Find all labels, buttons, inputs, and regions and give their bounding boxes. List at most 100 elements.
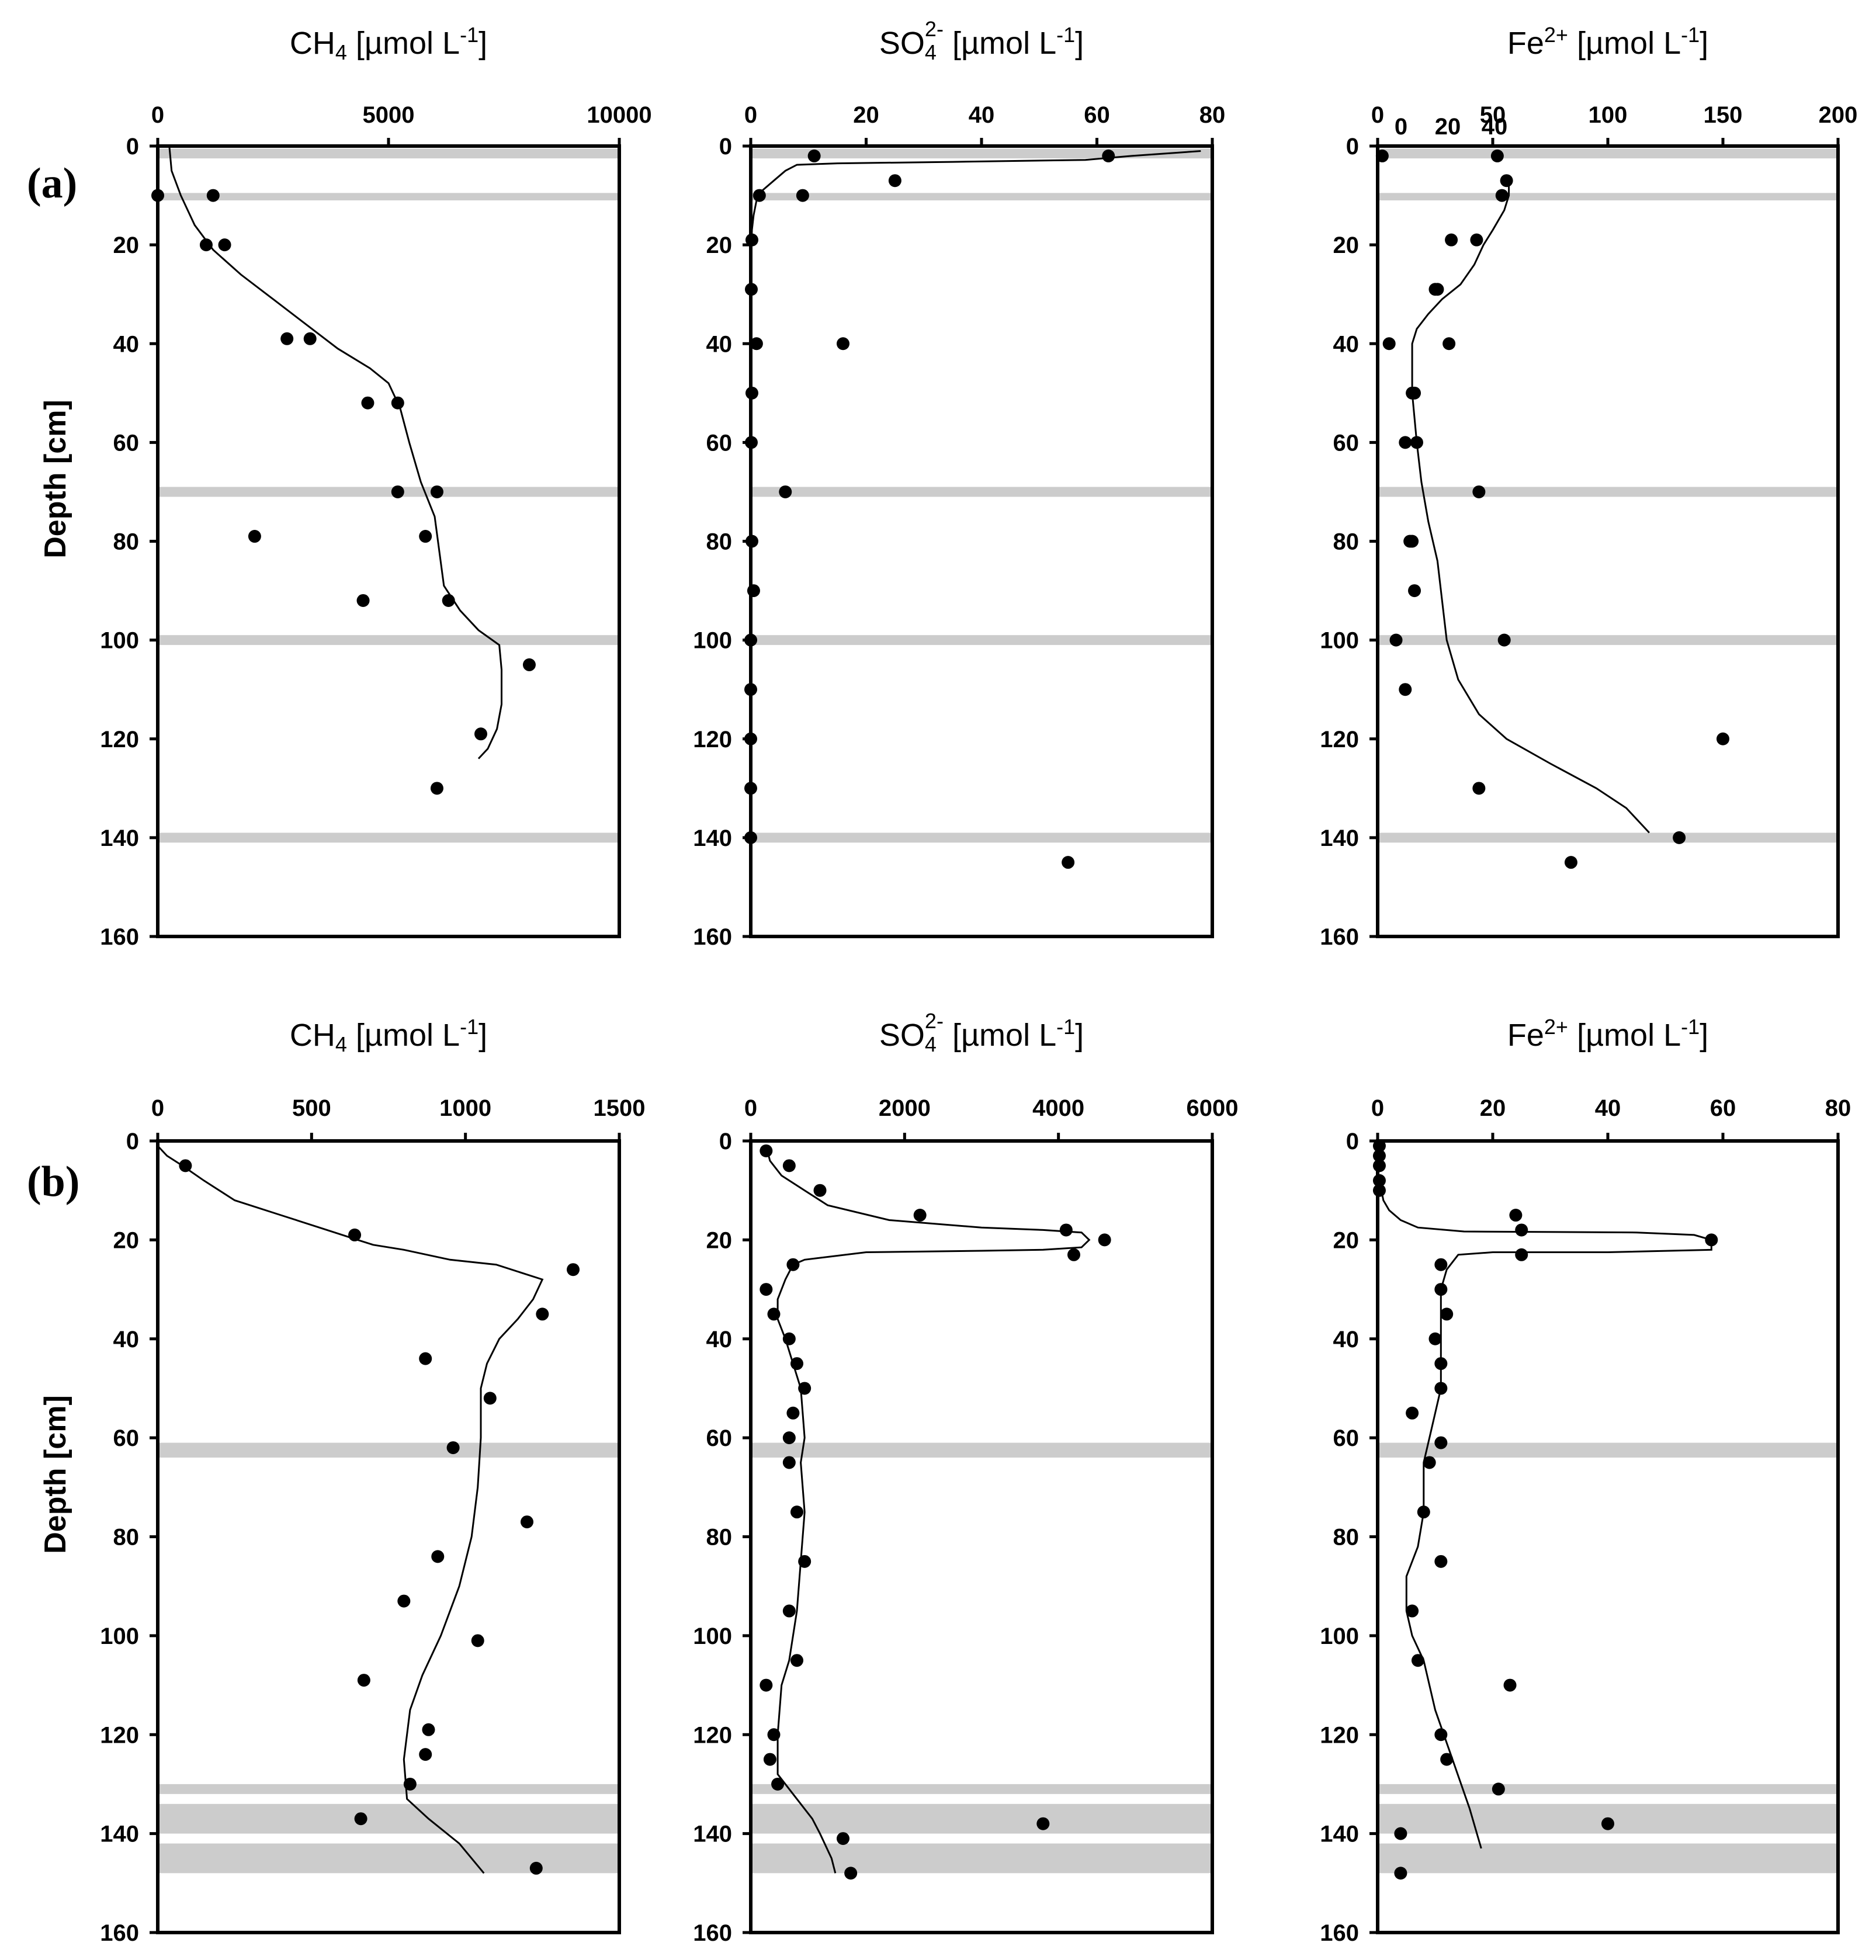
data-point-a-fe-20 bbox=[1399, 683, 1412, 696]
x-tick-label-b-so4-3: 6000 bbox=[1187, 1095, 1239, 1121]
data-point-b-fe-11 bbox=[1440, 1307, 1454, 1321]
data-point-b-fe-18 bbox=[1417, 1505, 1430, 1519]
data-point-a-so4-17 bbox=[744, 782, 757, 795]
x-tick-label-b-fe-1: 20 bbox=[1480, 1095, 1506, 1121]
data-point-b-fe-6 bbox=[1515, 1223, 1528, 1237]
data-point-a-fe-2 bbox=[1500, 174, 1513, 188]
data-point-a-so4-13 bbox=[747, 584, 760, 598]
data-point-a-ch4-10 bbox=[419, 530, 432, 543]
data-point-a-fe-3 bbox=[1495, 189, 1509, 202]
y-tick-label-b-ch4-4: 80 bbox=[113, 1525, 140, 1550]
y-tick-label-b-fe-1: 20 bbox=[1333, 1227, 1360, 1253]
data-point-a-ch4-9 bbox=[430, 485, 443, 498]
data-point-b-so4-8 bbox=[760, 1283, 773, 1296]
data-point-a-fe-4 bbox=[1445, 233, 1458, 247]
band-a-fe-1 bbox=[1378, 193, 1838, 201]
data-point-a-ch4-12 bbox=[356, 594, 370, 607]
data-point-a-ch4-3 bbox=[218, 238, 231, 252]
data-point-b-fe-21 bbox=[1411, 1654, 1424, 1667]
x-tick-label-b-ch4-1: 500 bbox=[292, 1095, 331, 1121]
trend-line-b-ch4 bbox=[157, 1145, 544, 1874]
data-point-b-fe-4 bbox=[1372, 1184, 1386, 1197]
x-tick-label-b-fe-4: 80 bbox=[1825, 1095, 1851, 1121]
data-point-b-so4-13 bbox=[786, 1406, 800, 1420]
x-tick-label-a-fe-3: 150 bbox=[1704, 102, 1743, 128]
band-a-so4-0 bbox=[751, 148, 1212, 159]
x-top-label-a-fe-2: 40 bbox=[1482, 114, 1508, 140]
chart-title-b-so4: SO42- [µmol L-1] bbox=[879, 1009, 1084, 1056]
band-b-fe-1 bbox=[1378, 1784, 1838, 1794]
x-tick-label-a-fe-0: 0 bbox=[1371, 102, 1384, 128]
y-tick-label-b-fe-8: 160 bbox=[1320, 1920, 1359, 1946]
data-point-b-so4-4 bbox=[1059, 1223, 1073, 1237]
chart-a-fe: 0 50 100 150 200 0 20 40 0 20 40 60 80 100 120 140 160 Fe… bbox=[1320, 23, 1857, 950]
data-point-b-so4-11 bbox=[790, 1357, 803, 1371]
data-point-b-ch4-0 bbox=[179, 1159, 192, 1172]
data-point-b-so4-22 bbox=[763, 1753, 776, 1766]
data-point-b-so4-12 bbox=[798, 1382, 812, 1395]
chart-title-b-ch4: CH4 [µmol L-1] bbox=[290, 1015, 487, 1056]
data-point-a-ch4-0 bbox=[151, 189, 164, 202]
data-point-b-ch4-16 bbox=[529, 1861, 543, 1875]
band-b-fe-3 bbox=[1378, 1843, 1838, 1874]
band-b-so4-2 bbox=[751, 1803, 1212, 1834]
band-a-so4-1 bbox=[751, 193, 1212, 201]
band-a-fe-3 bbox=[1378, 635, 1838, 646]
data-point-b-so4-10 bbox=[782, 1332, 796, 1345]
panel-label-a: (a) bbox=[27, 159, 77, 207]
data-point-a-fe-24 bbox=[1564, 856, 1577, 869]
data-point-b-so4-17 bbox=[798, 1555, 812, 1568]
y-tick-label-b-ch4-2: 40 bbox=[113, 1327, 140, 1352]
y-tick-label-a-fe-6: 120 bbox=[1320, 727, 1359, 752]
y-tick-label-b-ch4-0: 0 bbox=[126, 1129, 139, 1154]
y-tick-label-b-so4-5: 100 bbox=[693, 1623, 732, 1649]
y-tick-label-a-fe-3: 60 bbox=[1333, 430, 1360, 456]
x-tick-label-b-fe-3: 60 bbox=[1710, 1095, 1736, 1121]
panel-label-b: (b) bbox=[27, 1158, 79, 1206]
x-tick-label-a-so4-1: 20 bbox=[853, 102, 879, 128]
data-point-b-ch4-9 bbox=[397, 1594, 411, 1608]
data-point-b-ch4-5 bbox=[483, 1392, 497, 1405]
y-tick-label-b-so4-3: 60 bbox=[706, 1425, 733, 1451]
data-point-a-so4-19 bbox=[1062, 856, 1075, 869]
data-point-a-so4-16 bbox=[744, 732, 757, 745]
data-point-b-ch4-15 bbox=[354, 1812, 367, 1826]
data-point-a-so4-3 bbox=[796, 189, 809, 202]
data-point-b-so4-26 bbox=[844, 1867, 858, 1880]
x-tick-label-a-ch4-2: 10000 bbox=[587, 102, 651, 128]
data-point-a-fe-9 bbox=[1442, 337, 1456, 351]
chart-title-a-so4: SO42- [µmol L-1] bbox=[879, 17, 1084, 64]
x-tick-label-b-fe-2: 40 bbox=[1595, 1095, 1621, 1121]
y-tick-label-b-so4-8: 160 bbox=[693, 1920, 732, 1946]
band-b-so4-0 bbox=[751, 1442, 1212, 1458]
y-tick-label-b-fe-4: 80 bbox=[1333, 1525, 1360, 1550]
y-tick-label-a-fe-0: 0 bbox=[1346, 134, 1359, 159]
band-a-so4-4 bbox=[751, 832, 1212, 843]
y-tick-label-a-so4-1: 20 bbox=[706, 233, 733, 258]
y-tick-label-b-so4-4: 80 bbox=[706, 1525, 733, 1550]
x-top-label-a-fe-0: 0 bbox=[1395, 114, 1407, 140]
data-point-a-so4-4 bbox=[753, 189, 766, 202]
data-point-b-fe-1 bbox=[1372, 1149, 1386, 1163]
data-point-b-so4-5 bbox=[1098, 1233, 1111, 1247]
data-point-b-so4-6 bbox=[1067, 1248, 1080, 1261]
band-b-fe-0 bbox=[1378, 1442, 1838, 1458]
trend-line-a-ch4 bbox=[168, 145, 502, 759]
chart-a-ch4: 0 5000 10000 0 20 40 60 80 100 120 140 160 CH4 [µmol… bbox=[100, 23, 651, 950]
band-a-fe-0 bbox=[1378, 148, 1838, 159]
y-tick-label-b-fe-3: 60 bbox=[1333, 1425, 1360, 1451]
x-top-label-a-fe-1: 20 bbox=[1435, 114, 1461, 140]
data-point-b-ch4-10 bbox=[471, 1634, 484, 1647]
y-tick-label-a-ch4-7: 140 bbox=[100, 825, 139, 851]
data-point-a-fe-16 bbox=[1406, 535, 1419, 548]
data-point-a-fe-19 bbox=[1497, 633, 1511, 647]
data-point-a-so4-11 bbox=[779, 485, 792, 498]
data-point-b-so4-2 bbox=[813, 1184, 827, 1197]
band-a-so4-3 bbox=[751, 635, 1212, 646]
y-tick-label-b-fe-0: 0 bbox=[1346, 1129, 1359, 1154]
data-point-a-fe-1 bbox=[1490, 149, 1504, 162]
band-a-ch4-4 bbox=[158, 832, 619, 843]
